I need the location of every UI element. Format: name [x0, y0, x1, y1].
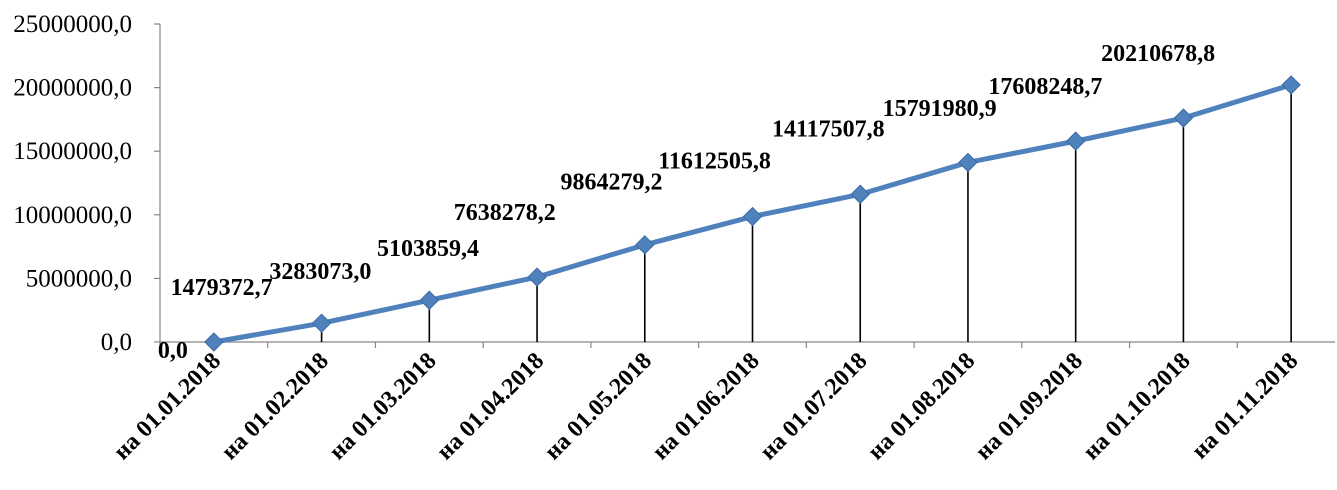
- x-tick-label: на 01.10.2018: [1078, 348, 1195, 465]
- data-label: 0,0: [158, 338, 188, 364]
- data-label: 17608248,7: [988, 74, 1102, 100]
- data-label: 3283073,0: [269, 259, 371, 285]
- data-point-marker: [958, 152, 978, 173]
- data-label: 15791980,9: [883, 96, 997, 122]
- drop-lines: [320, 84, 1292, 342]
- x-tick-label: на 01.04.2018: [432, 348, 549, 465]
- x-tick-label: на 01.02.2018: [217, 348, 334, 465]
- x-tick-label: на 01.01.2018: [109, 348, 226, 465]
- x-tick-label: на 01.09.2018: [971, 348, 1088, 465]
- x-tick-label: на 01.08.2018: [863, 348, 980, 465]
- x-tick-label: на 01.06.2018: [647, 348, 764, 465]
- data-point-marker: [419, 290, 440, 310]
- data-point-marker: [527, 267, 547, 287]
- y-tick-label: 20000000,0: [13, 75, 132, 102]
- y-tick-label: 5000000,0: [26, 265, 132, 292]
- data-point-marker: [311, 313, 332, 333]
- data-point-marker: [742, 206, 763, 227]
- y-tick-label: 15000000,0: [13, 138, 132, 165]
- x-tick-label: на 01.05.2018: [540, 348, 657, 465]
- data-point-marker: [1281, 75, 1301, 95]
- data-label: 9864279,2: [561, 170, 663, 196]
- data-point-marker: [1065, 131, 1086, 151]
- x-tick-label: на 01.11.2018: [1187, 348, 1303, 464]
- data-point-marker: [635, 235, 655, 255]
- y-tick-label: 25000000,0: [13, 11, 132, 38]
- data-point-marker: [204, 332, 224, 352]
- y-tick-label: 10000000,0: [13, 202, 132, 229]
- data-label: 14117507,8: [772, 116, 885, 142]
- data-point-marker: [1173, 108, 1194, 128]
- y-tick-label: 0,0: [101, 329, 132, 356]
- x-tick-label: на 01.03.2018: [324, 348, 441, 465]
- data-point-marker: [850, 184, 870, 204]
- data-label: 20210678,8: [1101, 41, 1215, 67]
- data-label: 5103859,4: [377, 236, 479, 262]
- x-tick-label: на 01.07.2018: [755, 348, 872, 465]
- data-label: 1479372,7: [171, 275, 273, 301]
- series-line: [204, 75, 1301, 352]
- data-label: 11612505,8: [658, 148, 771, 174]
- data-label: 7638278,2: [454, 200, 556, 226]
- y-axis: 0,0 5000000,0 10000000,0 15000000,0 20000000…: [13, 11, 161, 356]
